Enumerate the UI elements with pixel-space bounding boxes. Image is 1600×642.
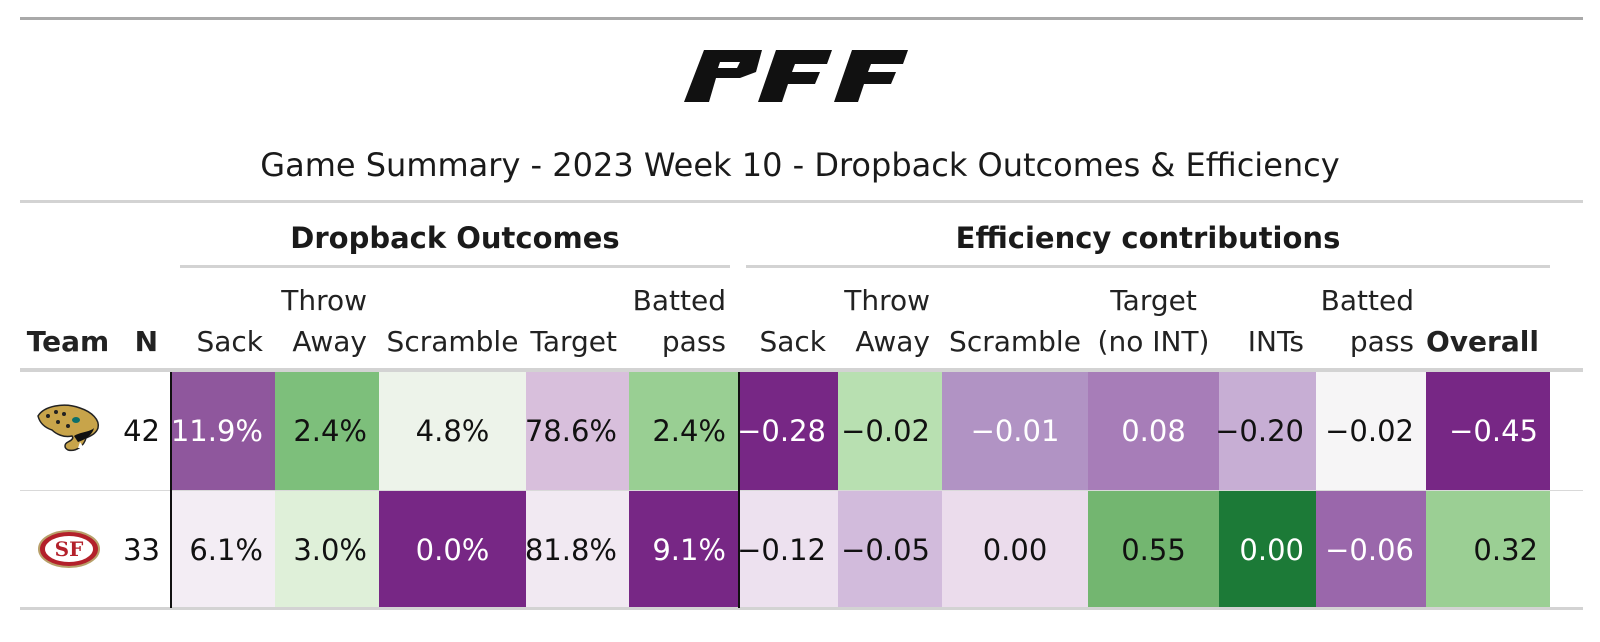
- jaguars-logo-icon: [37, 404, 100, 452]
- column-header-target-no-int-10: Target (no INT): [1088, 280, 1219, 362]
- column-header-ints-11: INTs: [1219, 280, 1316, 362]
- column-header-team-0: Team: [20, 280, 116, 362]
- table-cell: 2.4%: [275, 372, 379, 490]
- column-header-target-5: Target: [526, 280, 629, 362]
- group-divider-line: [738, 372, 740, 608]
- column-header-n-1: N: [116, 280, 170, 362]
- table-cell: 78.6%: [525, 372, 629, 490]
- bottom-rule: [20, 607, 1583, 610]
- column-header-throw-away-8: Throw Away: [838, 280, 942, 362]
- table-cell: −0.45: [1426, 372, 1550, 490]
- column-header-overall-13: Overall: [1426, 280, 1550, 362]
- group-rule-efficiency: [746, 265, 1550, 268]
- table-cell-n: 33: [123, 532, 160, 567]
- column-header-batted-pass-6: Batted pass: [629, 280, 738, 362]
- table-cell: 3.0%: [275, 491, 379, 608]
- table-cell: −0.20: [1215, 372, 1316, 490]
- table-cell: 0.32: [1426, 491, 1550, 608]
- column-header-line: Batted: [632, 284, 726, 317]
- table-cell: −0.02: [838, 372, 942, 490]
- column-header-scramble-4: Scramble: [379, 280, 526, 362]
- top-rule: [20, 17, 1583, 20]
- column-header-line: Away: [855, 325, 930, 358]
- row-separator: [20, 490, 1583, 491]
- column-header-line: (no INT): [1097, 325, 1210, 358]
- column-header-line: Batted: [1320, 284, 1414, 317]
- column-header-line: N: [134, 325, 158, 358]
- table-cell: 11.9%: [170, 372, 275, 490]
- 49ers-logo-icon: SF: [38, 530, 100, 568]
- column-header-line: Target: [530, 325, 617, 358]
- table-cell: 81.8%: [525, 491, 629, 608]
- column-header-line: Throw: [844, 284, 930, 317]
- column-header-batted-pass-12: Batted pass: [1316, 280, 1426, 362]
- table-cell: −0.12: [737, 491, 838, 608]
- table-cell: −0.28: [737, 372, 838, 490]
- table-cell: 9.1%: [629, 491, 738, 608]
- column-header-line: INTs: [1247, 325, 1304, 358]
- table-cell: 0.00: [1219, 491, 1316, 608]
- column-header-line: Away: [292, 325, 367, 358]
- column-header-line: pass: [1349, 325, 1414, 358]
- pff-logo: [684, 50, 908, 102]
- table-title: Game Summary - 2023 Week 10 - Dropback O…: [260, 146, 1340, 184]
- column-header-line: Sack: [196, 325, 263, 358]
- column-header-scramble-9: Scramble: [942, 280, 1088, 362]
- group-label-efficiency: Efficiency contributions: [955, 221, 1341, 255]
- table-cell: 2.4%: [629, 372, 738, 490]
- team-divider-line: [170, 372, 172, 608]
- column-header-line: Sack: [759, 325, 826, 358]
- column-header-line: Target: [1110, 284, 1197, 317]
- table-cell: −0.06: [1316, 491, 1426, 608]
- group-rule-dropback-outcomes: [180, 265, 730, 268]
- header-rule: [20, 368, 1583, 372]
- column-header-sack-7: Sack: [738, 280, 838, 362]
- table-cell-n: 42: [123, 414, 160, 448]
- table-cell: 0.08: [1088, 372, 1219, 490]
- table-cell: −0.02: [1316, 372, 1426, 490]
- table-cell: 0.0%: [379, 491, 526, 608]
- svg-text:SF: SF: [55, 537, 84, 561]
- column-header-line: Overall: [1426, 325, 1539, 358]
- table-cell: −0.05: [838, 491, 942, 608]
- table-cell: 0.55: [1088, 491, 1219, 608]
- column-header-sack-2: Sack: [170, 280, 275, 362]
- column-header-throw-away-3: Throw Away: [275, 280, 379, 362]
- group-label-dropback-outcomes: Dropback Outcomes: [290, 221, 620, 255]
- title-rule: [20, 200, 1583, 203]
- table-cell: 6.1%: [170, 491, 275, 608]
- column-header-line: Scramble: [949, 325, 1081, 358]
- column-header-line: pass: [661, 325, 726, 358]
- table-cell: 0.00: [942, 491, 1088, 608]
- column-header-line: Scramble: [386, 325, 519, 358]
- column-header-line: Team: [26, 325, 110, 358]
- table-cell: 4.8%: [379, 372, 526, 490]
- column-header-line: Throw: [281, 284, 367, 317]
- table-cell: −0.01: [942, 372, 1088, 490]
